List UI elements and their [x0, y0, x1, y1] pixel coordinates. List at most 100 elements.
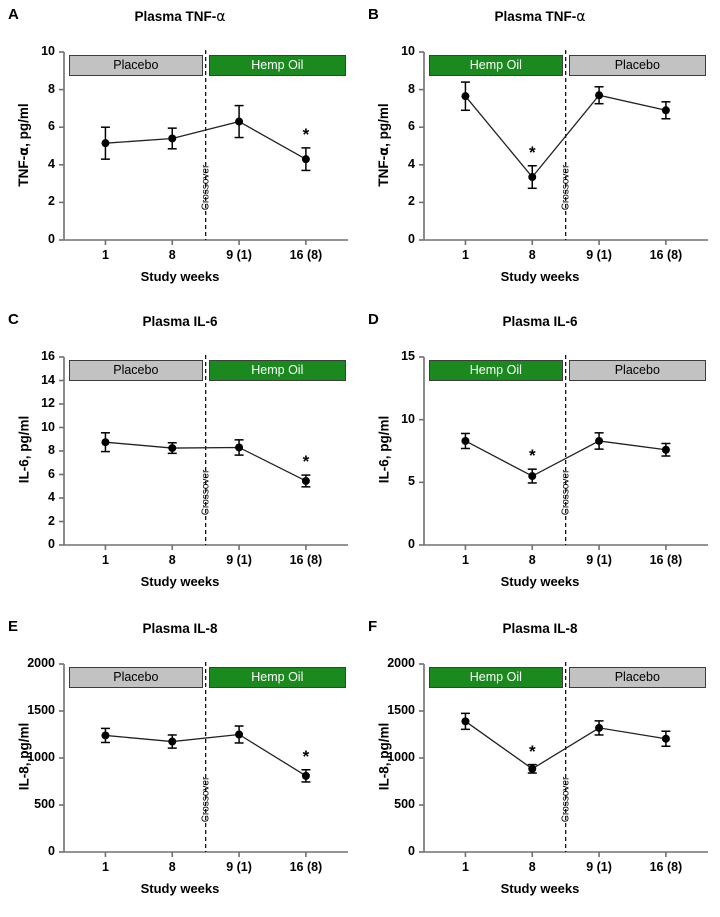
y-axis-label: IL-6, pg/ml: [376, 415, 392, 484]
treatment-bar-second-label: Hemp Oil: [251, 58, 304, 73]
treatment-bar-second-label: Placebo: [614, 58, 660, 73]
y-tick-label: 6: [48, 119, 55, 134]
data-point-group: [234, 104, 244, 139]
panel-letter-b: B: [368, 6, 379, 23]
x-axis-label: Study weeks: [500, 881, 580, 896]
treatment-bar-second-label: Placebo: [614, 363, 660, 378]
data-point-group: [234, 725, 244, 744]
significance-star: *: [302, 746, 310, 766]
data-point-group: [301, 147, 311, 172]
y-axis-label-greek: α: [17, 146, 32, 156]
y-tick-label: 10: [41, 419, 55, 434]
significance-star: *: [528, 446, 536, 466]
y-tick-label: 10: [401, 411, 415, 426]
data-point-group: [661, 101, 671, 120]
treatment-bar-first-label: Placebo: [113, 58, 159, 73]
series-line: [105, 120, 307, 160]
y-tick-label: 10: [41, 44, 55, 58]
data-point-group: [100, 126, 110, 160]
x-tick-label: 9 (1): [226, 248, 252, 262]
x-tick-label: 16 (8): [649, 248, 683, 262]
plot-area-c: [59, 355, 348, 550]
y-tick-label: 8: [48, 81, 55, 96]
x-tick-label: 8: [528, 248, 536, 262]
plot-area-f: [419, 662, 708, 857]
y-tick-label: 4: [48, 490, 55, 504]
treatment-bar-first: Placebo: [69, 55, 203, 76]
significance-star: *: [302, 124, 310, 144]
series-line: [464, 94, 667, 179]
y-tick-label: 500: [34, 797, 55, 811]
y-tick-label: 2000: [27, 656, 55, 670]
y-tick-label: 4: [408, 156, 415, 171]
y-tick-label: 2: [48, 194, 55, 209]
y-tick-label: 1500: [387, 703, 415, 717]
data-point-group: [460, 81, 470, 112]
crossover-label: Crossover: [560, 776, 572, 823]
panel-a: A Plasma TNF-α Placebo Hemp Oil Crossover 0 2 4…: [0, 0, 360, 305]
x-tick-label: 9 (1): [586, 248, 612, 262]
crossover-label: Crossover: [200, 469, 212, 516]
plot-area-d: [419, 355, 708, 550]
treatment-bar-first: Hemp Oil: [429, 360, 563, 381]
x-tick-label: 8: [528, 553, 536, 567]
crossover-label: Crossover: [200, 164, 212, 211]
panel-title-f: Plasma IL-8: [502, 621, 578, 636]
x-tick-label: 8: [168, 553, 176, 567]
panel-c: C Plasma IL-6 Placebo Hemp Oil Crossover 0 2 4 6…: [0, 305, 360, 610]
x-tick-label: 1: [461, 860, 469, 874]
x-tick-label: 8: [168, 860, 176, 874]
y-tick-label: 15: [401, 349, 415, 363]
treatment-bar-second-label: Hemp Oil: [251, 670, 304, 685]
y-tick-label: 0: [48, 537, 55, 551]
significance-star: *: [528, 741, 536, 761]
panel-f: F Plasma IL-8 Hemp Oil Placebo Crossover 0 500…: [360, 612, 720, 917]
x-tick-label: 16 (8): [649, 553, 683, 567]
data-point-group: [100, 727, 110, 744]
panel-b: B Plasma TNF-α Hemp Oil Placebo Crossover 0 2 4…: [360, 0, 720, 305]
data-point-group: [167, 734, 177, 749]
treatment-bar-first: Placebo: [69, 360, 203, 381]
y-tick-label: 500: [394, 797, 415, 811]
x-tick-label: 16 (8): [649, 860, 683, 874]
y-tick-label: 16: [41, 349, 55, 363]
y-tick-label: 8: [48, 443, 55, 457]
treatment-bar-second-label: Placebo: [614, 670, 660, 685]
x-tick-label: 8: [168, 248, 176, 262]
series-line: [465, 720, 667, 770]
data-point-group: [661, 442, 671, 457]
y-tick-label: 0: [48, 844, 55, 858]
treatment-bar-second: Hemp Oil: [208, 667, 346, 688]
treatment-bar-first-label: Placebo: [113, 670, 159, 685]
crossover-label: Crossover: [560, 164, 572, 211]
data-point-group: [301, 769, 311, 783]
x-tick-label: 1: [101, 248, 109, 262]
data-point-group: [167, 127, 177, 150]
y-tick-label: 2: [408, 194, 415, 209]
data-point-group: [460, 432, 470, 450]
plot-area-e: [59, 662, 348, 857]
y-tick-label: 14: [41, 372, 55, 387]
x-tick-label: 1: [101, 553, 109, 567]
y-tick-label: 12: [41, 396, 55, 410]
y-tick-label: 0: [408, 232, 415, 246]
x-axis-label: Study weeks: [140, 881, 220, 896]
treatment-bar-first-label: Hemp Oil: [469, 670, 522, 685]
panel-letter-d: D: [368, 311, 379, 328]
treatment-bar-first-label: Hemp Oil: [469, 363, 522, 378]
data-point-group: [594, 432, 604, 450]
treatment-bar-first: Hemp Oil: [429, 667, 563, 688]
significance-star: *: [528, 142, 536, 162]
y-tick-label: 0: [48, 232, 55, 246]
panel-letter-f: F: [368, 618, 378, 635]
data-point-group: [527, 164, 537, 190]
plot-area-a: [59, 50, 348, 245]
y-tick-label: 5: [408, 474, 415, 489]
y-tick-label: 2000: [387, 656, 415, 670]
data-point-group: [594, 86, 604, 105]
data-point-group: [527, 468, 537, 484]
significance-star: *: [302, 452, 310, 472]
y-tick-label: 1000: [27, 750, 55, 764]
x-tick-label: 9 (1): [226, 860, 252, 874]
